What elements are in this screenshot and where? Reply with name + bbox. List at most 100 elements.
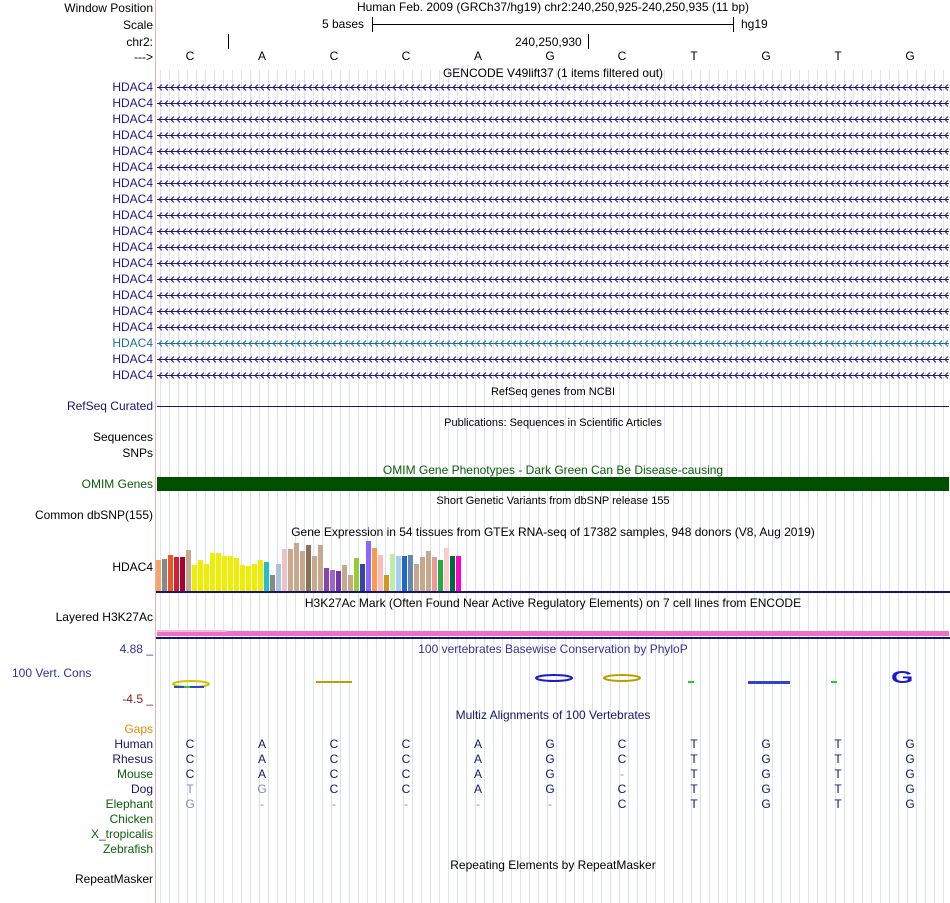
h3k27ac-track-title[interactable]: H3K27Ac Mark (Often Found Near Active Re… bbox=[304, 596, 802, 610]
chromosome-label[interactable]: chr2: bbox=[126, 35, 153, 49]
gtex-bar[interactable] bbox=[306, 545, 311, 591]
omim-gene-bar[interactable] bbox=[157, 477, 949, 491]
species-label[interactable]: Chicken bbox=[109, 812, 153, 826]
gencode-transcript[interactable] bbox=[157, 128, 949, 143]
species-label[interactable]: Mouse bbox=[116, 767, 153, 781]
gtex-bar[interactable] bbox=[390, 554, 395, 591]
gtex-bar[interactable] bbox=[342, 565, 347, 591]
strand-label[interactable]: ---> bbox=[134, 50, 153, 64]
gencode-transcript[interactable] bbox=[157, 336, 949, 351]
gtex-bar[interactable] bbox=[420, 557, 425, 591]
species-label[interactable]: Zebrafish bbox=[102, 842, 153, 856]
gencode-transcript[interactable] bbox=[157, 320, 949, 335]
gencode-transcript[interactable] bbox=[157, 224, 949, 239]
species-label[interactable]: Dog bbox=[130, 782, 153, 796]
gtex-bar[interactable] bbox=[294, 543, 299, 591]
gtex-bar[interactable] bbox=[222, 556, 227, 591]
publications-track-title[interactable]: Publications: Sequences in Scientific Ar… bbox=[444, 417, 662, 429]
gencode-row-label[interactable]: HDAC4 bbox=[112, 224, 153, 238]
gencode-track-title[interactable]: GENCODE V49lift37 (1 items filtered out) bbox=[442, 66, 664, 80]
gtex-bar[interactable] bbox=[210, 553, 215, 591]
gtex-bar[interactable] bbox=[156, 560, 161, 591]
gtex-bar[interactable] bbox=[192, 565, 197, 591]
gtex-bar[interactable] bbox=[228, 556, 233, 591]
gencode-row-label[interactable]: HDAC4 bbox=[112, 144, 153, 158]
repeatmasker-track-title[interactable]: Repeating Elements by RepeatMasker bbox=[450, 858, 656, 872]
gtex-bar[interactable] bbox=[396, 556, 401, 591]
species-label[interactable]: Elephant bbox=[105, 797, 153, 811]
gencode-transcript[interactable] bbox=[157, 272, 949, 287]
gencode-transcript[interactable] bbox=[157, 240, 949, 255]
gtex-bar[interactable] bbox=[234, 558, 239, 591]
refseq-gene-line[interactable] bbox=[157, 406, 949, 407]
gtex-bar[interactable] bbox=[168, 555, 173, 591]
h3k27ac-label[interactable]: Layered H3K27Ac bbox=[55, 610, 153, 624]
gtex-bar[interactable] bbox=[258, 560, 263, 591]
gtex-bar[interactable] bbox=[162, 559, 167, 591]
repeatmasker-label[interactable]: RepeatMasker bbox=[74, 872, 153, 886]
gtex-bar[interactable] bbox=[402, 556, 407, 591]
gtex-track-title[interactable]: Gene Expression in 54 tissues from GTEx … bbox=[291, 525, 815, 539]
gencode-row-label[interactable]: HDAC4 bbox=[112, 208, 153, 222]
phylop-track-title[interactable]: 100 vertebrates Basewise Conservation by… bbox=[418, 642, 688, 656]
gencode-transcript[interactable] bbox=[157, 208, 949, 223]
window-position-label[interactable]: Window Position bbox=[64, 1, 153, 15]
gtex-bar[interactable] bbox=[252, 564, 257, 591]
species-label[interactable]: X_tropicalis bbox=[90, 827, 153, 841]
gencode-row-label[interactable]: HDAC4 bbox=[112, 192, 153, 206]
multiz-track-title[interactable]: Multiz Alignments of 100 Vertebrates bbox=[455, 708, 651, 722]
refseq-label[interactable]: RefSeq Curated bbox=[66, 399, 153, 413]
gtex-bar[interactable] bbox=[384, 575, 389, 591]
gtex-bar[interactable] bbox=[426, 551, 431, 591]
gencode-row-label[interactable]: HDAC4 bbox=[112, 272, 153, 286]
gtex-bar[interactable] bbox=[180, 557, 185, 591]
gencode-row-label[interactable]: HDAC4 bbox=[112, 128, 153, 142]
dbsnp-label[interactable]: Common dbSNP(155) bbox=[34, 508, 153, 522]
gtex-bar[interactable] bbox=[300, 551, 305, 591]
gtex-bar[interactable] bbox=[414, 564, 419, 591]
gtex-bar[interactable] bbox=[246, 566, 251, 591]
gencode-transcript[interactable] bbox=[157, 80, 949, 95]
gencode-row-label[interactable]: HDAC4 bbox=[112, 112, 153, 126]
gencode-row-label[interactable]: HDAC4 bbox=[112, 176, 153, 190]
gtex-bar[interactable] bbox=[360, 564, 365, 591]
gtex-bar[interactable] bbox=[198, 560, 203, 591]
gtex-expression-chart[interactable] bbox=[156, 540, 950, 592]
refseq-track-title[interactable]: RefSeq genes from NCBI bbox=[490, 386, 616, 398]
gencode-transcript[interactable] bbox=[157, 192, 949, 207]
gencode-row-label[interactable]: HDAC4 bbox=[112, 320, 153, 334]
gtex-bar[interactable] bbox=[336, 571, 341, 591]
species-label[interactable]: Rhesus bbox=[112, 752, 153, 766]
gencode-transcript[interactable] bbox=[157, 368, 949, 383]
gtex-bar[interactable] bbox=[330, 570, 335, 591]
phylop-logo[interactable]: G bbox=[156, 660, 950, 696]
gtex-bar[interactable] bbox=[276, 564, 281, 591]
gencode-transcript[interactable] bbox=[157, 112, 949, 127]
gtex-bar[interactable] bbox=[174, 557, 179, 591]
gencode-row-label[interactable]: HDAC4 bbox=[112, 96, 153, 110]
gencode-transcript[interactable] bbox=[157, 96, 949, 111]
phylop-label[interactable]: 100 Vert. Cons bbox=[12, 666, 92, 680]
gtex-bar[interactable] bbox=[366, 541, 371, 591]
gtex-bar[interactable] bbox=[186, 550, 191, 591]
gtex-bar[interactable] bbox=[438, 560, 443, 591]
gtex-bar[interactable] bbox=[216, 553, 221, 591]
gtex-bar[interactable] bbox=[408, 555, 413, 591]
gencode-row-label[interactable]: HDAC4 bbox=[112, 336, 153, 350]
gtex-bar[interactable] bbox=[444, 548, 449, 591]
gtex-bar[interactable] bbox=[450, 556, 455, 591]
h3k27ac-signal[interactable] bbox=[157, 631, 949, 636]
gtex-bar[interactable] bbox=[372, 548, 377, 591]
gencode-transcript[interactable] bbox=[157, 256, 949, 271]
gtex-bar[interactable] bbox=[378, 555, 383, 591]
gtex-bar[interactable] bbox=[348, 575, 353, 591]
dbsnp-track-title[interactable]: Short Genetic Variants from dbSNP releas… bbox=[436, 495, 670, 507]
gencode-row-label[interactable]: HDAC4 bbox=[112, 256, 153, 270]
gtex-bar[interactable] bbox=[270, 575, 275, 591]
gtex-bar[interactable] bbox=[456, 556, 461, 591]
gtex-bar[interactable] bbox=[240, 565, 245, 591]
gencode-transcript[interactable] bbox=[157, 144, 949, 159]
gencode-transcript[interactable] bbox=[157, 352, 949, 367]
gtex-bar[interactable] bbox=[264, 562, 269, 591]
sequences-label[interactable]: Sequences bbox=[92, 430, 153, 444]
